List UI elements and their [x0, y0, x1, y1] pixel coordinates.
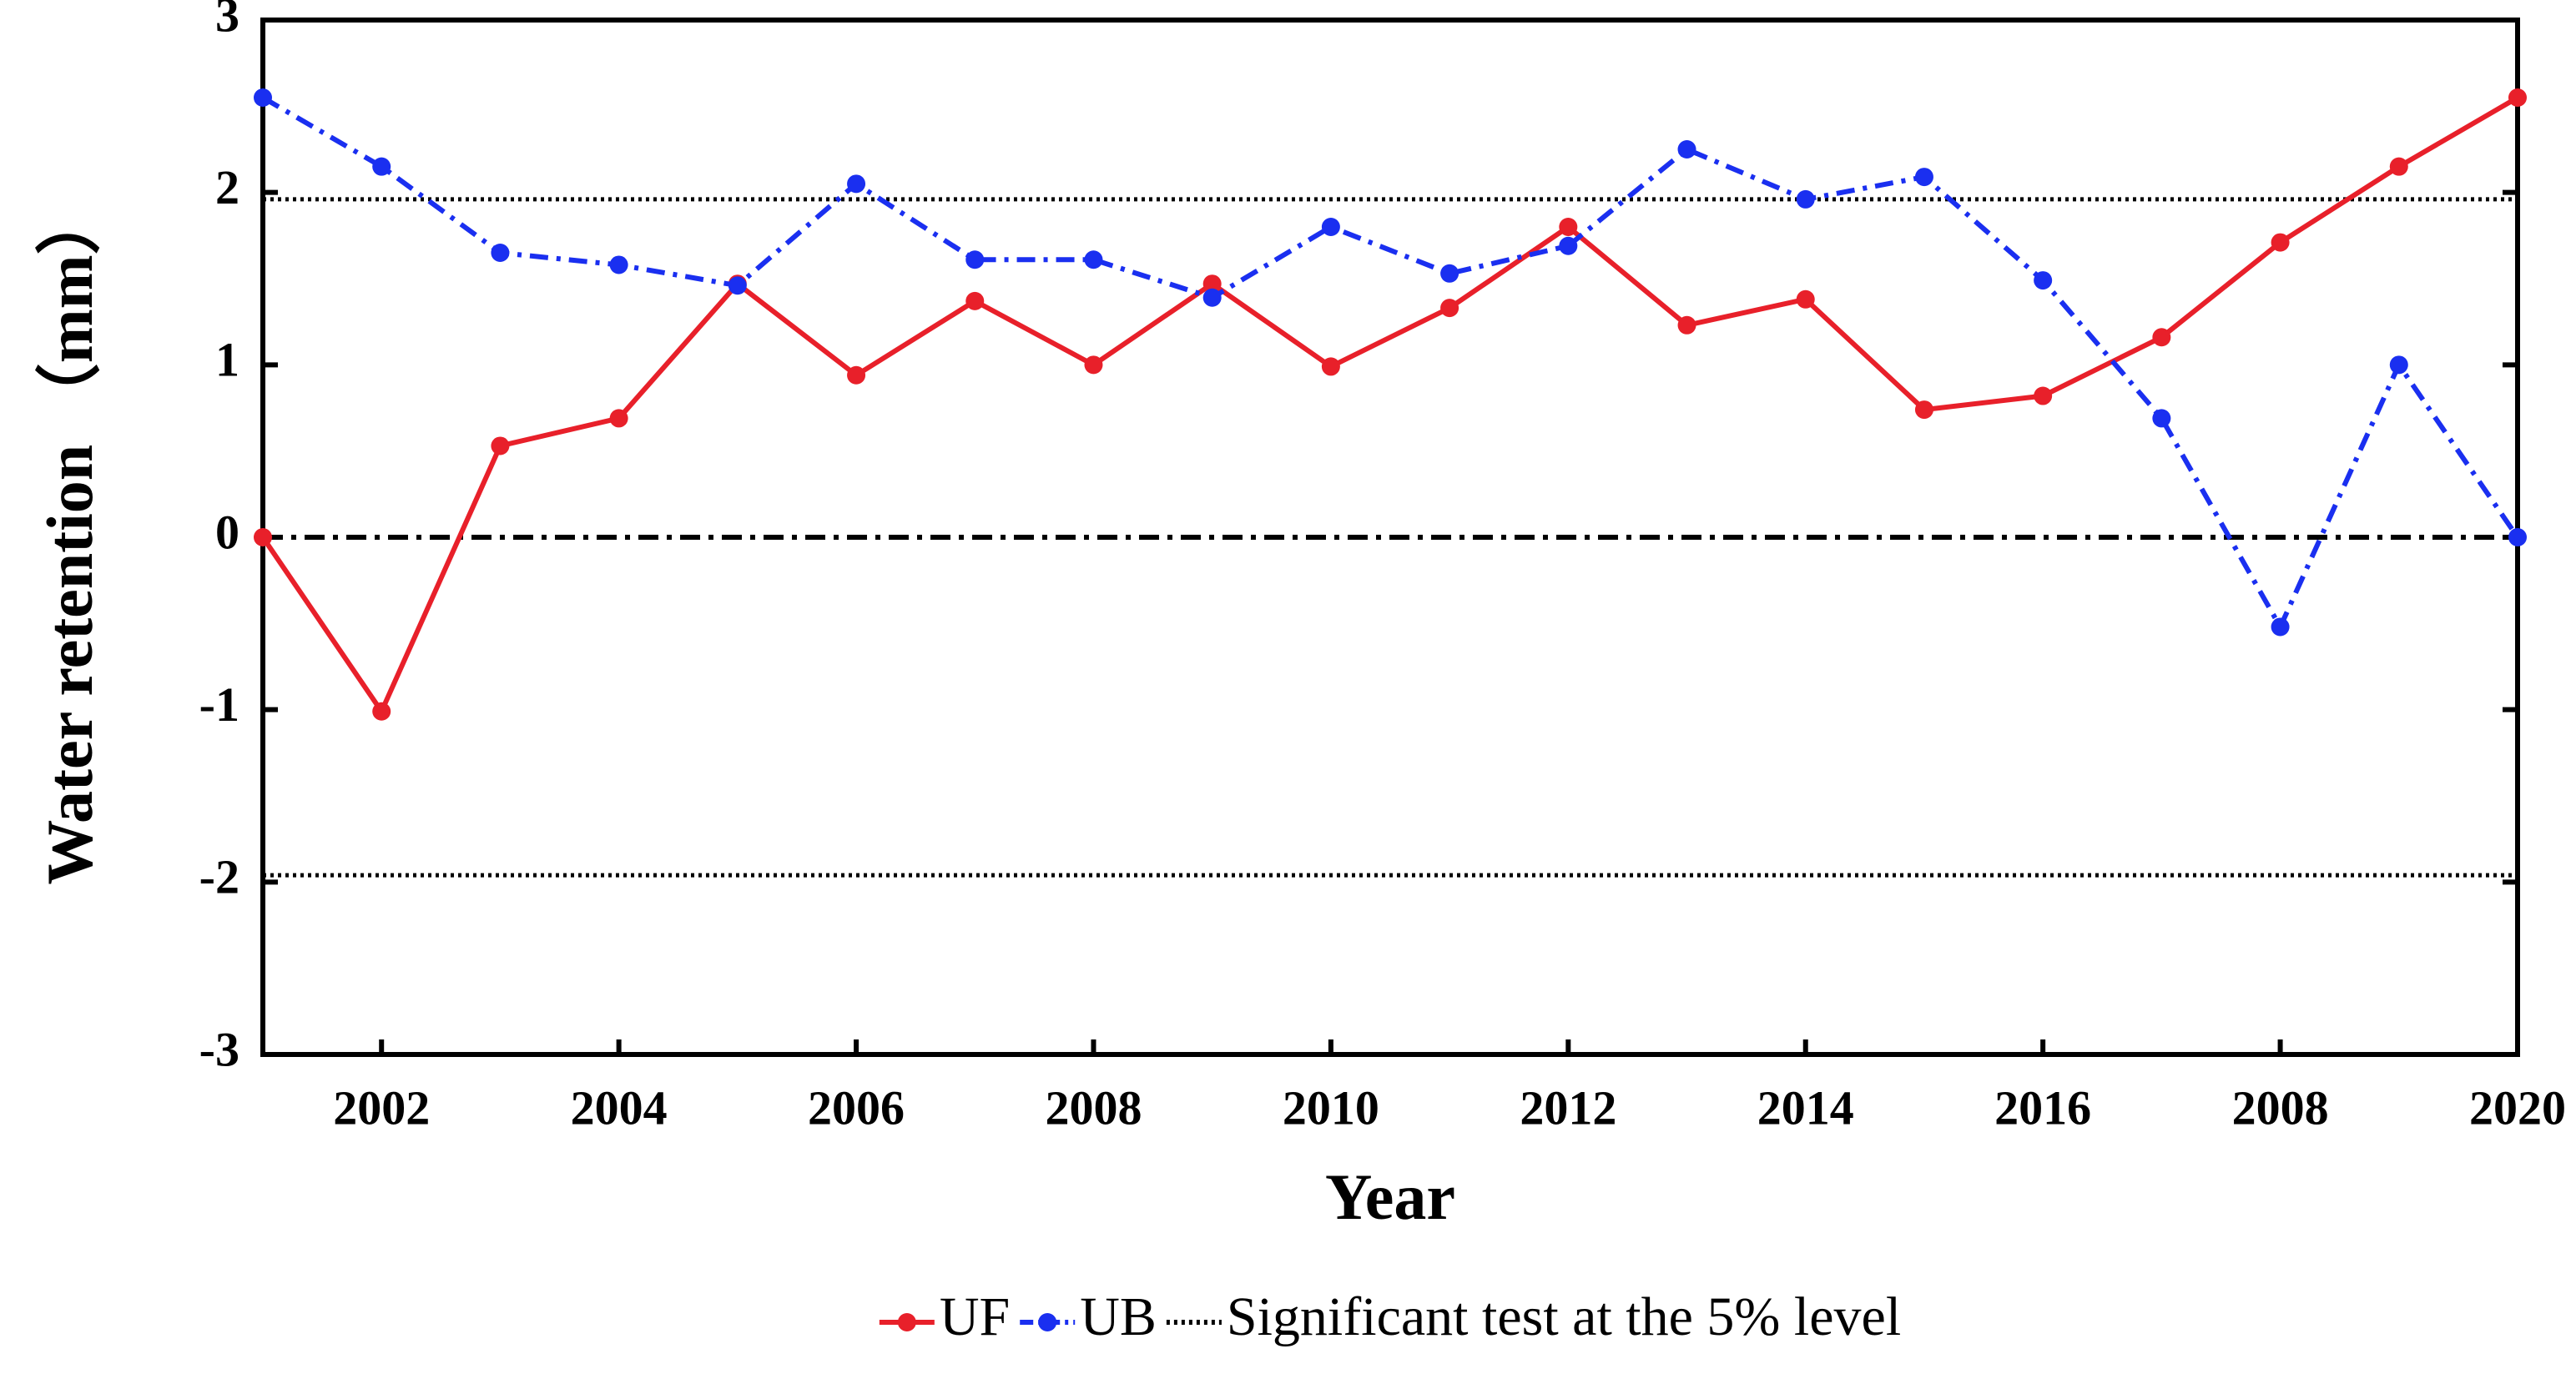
- data-point: [1440, 299, 1459, 318]
- data-point: [2271, 617, 2290, 637]
- y-tick-label: 1: [215, 333, 239, 387]
- data-point: [965, 291, 985, 310]
- data-point: [1914, 400, 1933, 420]
- legend-label: UB: [1080, 1286, 1157, 1347]
- data-point: [372, 702, 391, 721]
- legend: UF UB Significant test at the 5% level: [879, 1286, 1901, 1347]
- data-point: [254, 528, 272, 546]
- data-point: [2152, 409, 2171, 428]
- x-tick-label: 2008: [2232, 1080, 2329, 1135]
- x-tick-label: 2020: [2469, 1080, 2566, 1135]
- data-point: [2034, 386, 2053, 405]
- data-point: [2389, 355, 2408, 375]
- data-point: [965, 250, 985, 269]
- y-tick-label: 0: [215, 505, 239, 559]
- legend-label: Significant test at the 5% level: [1227, 1286, 1901, 1347]
- data-point: [2508, 528, 2527, 546]
- data-point: [1677, 315, 1696, 335]
- legend-marker: [1038, 1313, 1057, 1331]
- x-tick-label: 2008: [1045, 1080, 1142, 1135]
- data-point: [1796, 189, 1815, 209]
- data-point: [728, 276, 747, 295]
- data-point: [1321, 218, 1340, 236]
- legend-marker: [897, 1313, 916, 1331]
- y-tick-label: 2: [215, 160, 239, 214]
- x-tick-label: 2002: [333, 1080, 430, 1135]
- x-tick-label: 2014: [1757, 1080, 1854, 1135]
- data-point: [491, 244, 510, 262]
- data-point: [1321, 357, 1340, 376]
- data-point: [1677, 140, 1696, 159]
- data-point: [1559, 236, 1578, 255]
- data-point: [2389, 157, 2408, 176]
- y-tick-label: 3: [215, 0, 239, 42]
- data-point: [1440, 264, 1459, 283]
- y-tick-label: -3: [199, 1022, 239, 1076]
- data-point: [372, 157, 391, 176]
- y-tick-label: -2: [199, 850, 239, 904]
- data-point: [609, 409, 628, 428]
- series-line: [260, 95, 2519, 717]
- x-tick-label: 2006: [808, 1080, 905, 1135]
- data-point: [847, 365, 866, 385]
- x-tick-label: 2010: [1283, 1080, 1379, 1135]
- data-point: [2034, 271, 2053, 290]
- data-point: [1084, 355, 1103, 375]
- x-axis-title: Year: [1325, 1160, 1455, 1233]
- data-point: [847, 174, 866, 194]
- data-point: [491, 436, 510, 455]
- data-point: [2508, 88, 2527, 107]
- legend-label: UF: [940, 1286, 1010, 1347]
- y-axis-title: Water retention （mm）: [33, 189, 106, 884]
- x-tick-label: 2012: [1520, 1080, 1616, 1135]
- data-point: [1796, 289, 1815, 309]
- data-point: [1202, 288, 1222, 307]
- data-point: [1559, 218, 1578, 236]
- x-tick-label: 2004: [571, 1080, 668, 1135]
- data-point: [609, 255, 628, 274]
- data-point: [2271, 233, 2290, 252]
- series-line: [261, 95, 2520, 633]
- x-tick-label: 2016: [1994, 1080, 2091, 1135]
- data-point: [1914, 168, 1933, 187]
- data-point: [2152, 328, 2171, 347]
- data-point: [254, 88, 272, 107]
- data-point: [1202, 274, 1222, 294]
- y-tick-label: -1: [199, 677, 239, 732]
- data-point: [1084, 250, 1103, 269]
